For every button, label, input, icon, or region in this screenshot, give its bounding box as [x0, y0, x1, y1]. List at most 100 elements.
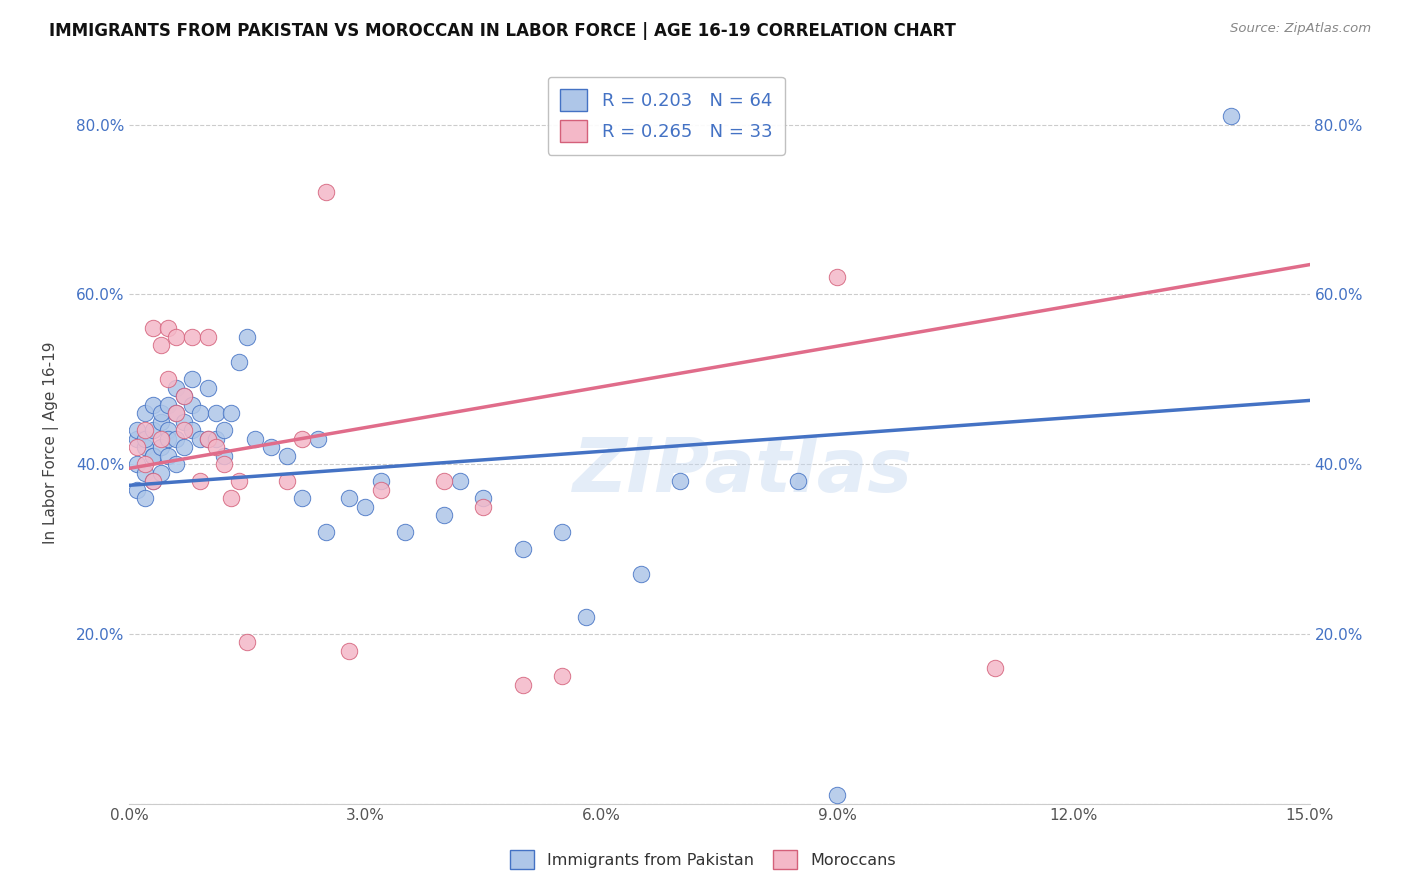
Point	[574, 610, 596, 624]
Point	[134, 423, 156, 437]
Point	[142, 449, 165, 463]
Point	[512, 678, 534, 692]
Point	[181, 423, 204, 437]
Point	[165, 381, 187, 395]
Point	[181, 372, 204, 386]
Point	[125, 440, 148, 454]
Point	[134, 440, 156, 454]
Point	[315, 524, 337, 539]
Point	[551, 669, 574, 683]
Point	[149, 338, 172, 352]
Point	[165, 457, 187, 471]
Point	[165, 432, 187, 446]
Point	[142, 321, 165, 335]
Point	[173, 389, 195, 403]
Point	[512, 541, 534, 556]
Point	[630, 567, 652, 582]
Point	[134, 406, 156, 420]
Point	[125, 432, 148, 446]
Point	[276, 474, 298, 488]
Point	[197, 381, 219, 395]
Point	[165, 406, 187, 420]
Point	[149, 440, 172, 454]
Point	[149, 415, 172, 429]
Point	[142, 474, 165, 488]
Point	[134, 491, 156, 505]
Point	[339, 644, 361, 658]
Point	[165, 406, 187, 420]
Text: ZIPatlas: ZIPatlas	[572, 435, 912, 508]
Point	[827, 788, 849, 802]
Point	[142, 449, 165, 463]
Point	[315, 186, 337, 200]
Point	[433, 474, 456, 488]
Point	[1219, 109, 1241, 123]
Point	[221, 491, 243, 505]
Point	[188, 432, 211, 446]
Point	[260, 440, 283, 454]
Point	[149, 466, 172, 480]
Point	[472, 500, 495, 514]
Text: Source: ZipAtlas.com: Source: ZipAtlas.com	[1230, 22, 1371, 36]
Point	[157, 423, 180, 437]
Point	[236, 330, 259, 344]
Point	[157, 449, 180, 463]
Point	[125, 457, 148, 471]
Point	[197, 432, 219, 446]
Point	[228, 474, 250, 488]
Point	[134, 466, 156, 480]
Point	[370, 483, 392, 497]
Point	[276, 449, 298, 463]
Point	[669, 474, 692, 488]
Point	[204, 406, 226, 420]
Point	[307, 432, 329, 446]
Point	[228, 355, 250, 369]
Point	[157, 432, 180, 446]
Point	[984, 661, 1007, 675]
Point	[157, 372, 180, 386]
Point	[212, 449, 235, 463]
Point	[149, 406, 172, 420]
Point	[787, 474, 810, 488]
Point	[236, 635, 259, 649]
Point	[173, 423, 195, 437]
Point	[339, 491, 361, 505]
Point	[188, 406, 211, 420]
Point	[212, 457, 235, 471]
Point	[142, 423, 165, 437]
Point	[197, 432, 219, 446]
Point	[212, 423, 235, 437]
Point	[125, 423, 148, 437]
Point	[472, 491, 495, 505]
Point	[551, 524, 574, 539]
Point	[221, 406, 243, 420]
Legend: R = 0.203   N = 64, R = 0.265   N = 33: R = 0.203 N = 64, R = 0.265 N = 33	[547, 77, 785, 155]
Point	[173, 415, 195, 429]
Point	[354, 500, 377, 514]
Point	[188, 474, 211, 488]
Point	[165, 330, 187, 344]
Text: IMMIGRANTS FROM PAKISTAN VS MOROCCAN IN LABOR FORCE | AGE 16-19 CORRELATION CHAR: IMMIGRANTS FROM PAKISTAN VS MOROCCAN IN …	[49, 22, 956, 40]
Point	[173, 389, 195, 403]
Point	[204, 440, 226, 454]
Point	[149, 432, 172, 446]
Point	[134, 457, 156, 471]
Legend: Immigrants from Pakistan, Moroccans: Immigrants from Pakistan, Moroccans	[503, 844, 903, 875]
Point	[181, 398, 204, 412]
Point	[394, 524, 416, 539]
Point	[291, 432, 314, 446]
Point	[433, 508, 456, 522]
Point	[157, 398, 180, 412]
Point	[370, 474, 392, 488]
Point	[197, 330, 219, 344]
Point	[291, 491, 314, 505]
Point	[125, 483, 148, 497]
Point	[181, 330, 204, 344]
Point	[142, 398, 165, 412]
Point	[827, 270, 849, 285]
Point	[449, 474, 471, 488]
Point	[142, 474, 165, 488]
Point	[173, 440, 195, 454]
Point	[204, 432, 226, 446]
Point	[243, 432, 266, 446]
